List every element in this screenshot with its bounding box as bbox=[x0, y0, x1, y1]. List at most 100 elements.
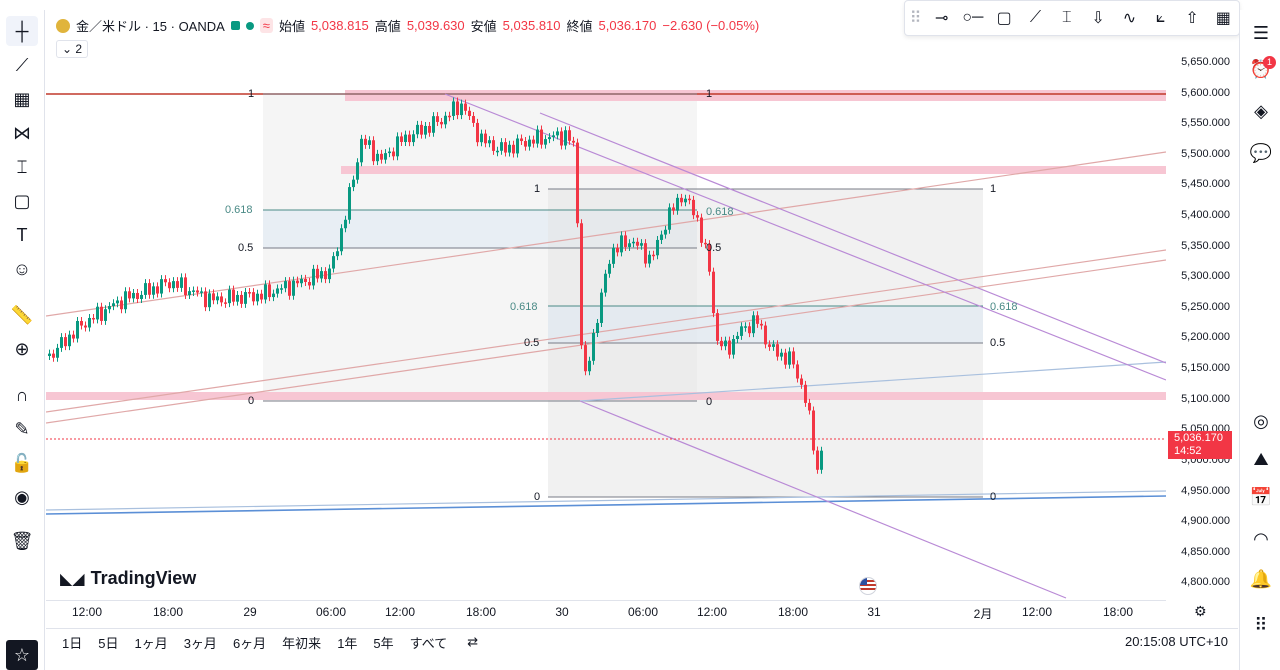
clock[interactable]: 20:15:08 UTC+10 bbox=[1125, 634, 1228, 649]
candle-body bbox=[200, 291, 203, 293]
shape-rectangle-icon[interactable]: ▢ bbox=[13, 190, 31, 211]
fib-c-label-0: 0 bbox=[706, 396, 713, 408]
range-ytd[interactable]: 年初来 bbox=[282, 635, 322, 651]
ideas-icon[interactable]: ⛰ bbox=[1253, 448, 1269, 469]
magnet-icon[interactable]: ∩ bbox=[15, 384, 29, 405]
candle-body bbox=[176, 281, 179, 288]
alarm-clock-icon[interactable]: ⏰ 1 bbox=[1246, 54, 1276, 84]
candle-body bbox=[80, 320, 83, 326]
grid-icon[interactable]: ▦ bbox=[1215, 10, 1231, 27]
range-1y[interactable]: 1年 bbox=[337, 635, 358, 651]
candle-body bbox=[640, 243, 643, 246]
floating-drawing-toolbar: ⠿ ⊸ ○─ ▢ ⟋ ⌶ ⇩ ∿ ⟀ ⇧ ▦ bbox=[904, 0, 1240, 36]
ruler-icon[interactable]: 📏 bbox=[10, 304, 34, 325]
candle-body bbox=[788, 351, 791, 365]
path-icon[interactable]: ∿ bbox=[1122, 10, 1137, 27]
range-5y[interactable]: 5年 bbox=[373, 635, 394, 651]
chat-icon[interactable]: 💬 bbox=[1249, 142, 1273, 163]
goto-date-icon[interactable]: ⇄ bbox=[467, 634, 479, 649]
target-icon[interactable]: ◎ bbox=[1253, 410, 1269, 431]
range-5d[interactable]: 5日 bbox=[98, 635, 119, 651]
time-axis[interactable]: 12:00 18:00 29 06:00 12:00 18:00 30 06:0… bbox=[46, 600, 1166, 623]
candle-body bbox=[460, 103, 463, 116]
text-tool-icon[interactable]: T bbox=[16, 224, 28, 245]
settings-gear-icon[interactable]: ⚙ bbox=[1194, 603, 1207, 619]
open-label: 始値 bbox=[278, 19, 305, 34]
apps-icon[interactable]: ⠿ bbox=[1254, 614, 1268, 635]
brush-icon[interactable]: ⟀ bbox=[1155, 9, 1166, 26]
notification-badge: 1 bbox=[1263, 56, 1276, 69]
range-6m[interactable]: 6ヶ月 bbox=[232, 635, 267, 651]
candle-body bbox=[596, 322, 599, 333]
pattern-icon[interactable]: ⋈ bbox=[13, 122, 31, 143]
trend-line-icon[interactable]: ⟋ bbox=[1029, 9, 1042, 26]
bell-icon[interactable]: 🔔 bbox=[1249, 568, 1273, 589]
fib-b-label-0: 0 bbox=[534, 491, 541, 503]
candle-body bbox=[136, 292, 139, 299]
candle-body bbox=[300, 278, 303, 284]
candle-body bbox=[652, 254, 655, 257]
candle-body bbox=[712, 271, 715, 314]
zoom-in-icon[interactable]: ⊕ bbox=[14, 338, 30, 359]
indicator-count: 2 bbox=[75, 42, 83, 56]
fib-grid-icon[interactable]: ▦ bbox=[13, 88, 31, 109]
stream-icon[interactable]: ◠ bbox=[1253, 528, 1269, 549]
candle-body bbox=[452, 101, 455, 116]
candle-body bbox=[564, 130, 567, 146]
price-axis[interactable]: 5,650.000 5,600.000 5,550.000 5,500.000 … bbox=[1166, 10, 1238, 600]
low-label: 安値 bbox=[470, 19, 497, 34]
symbol-name[interactable]: 金／米ドル · 15 · OANDA bbox=[76, 19, 225, 34]
price-tick: 5,400.000 bbox=[1181, 209, 1230, 221]
candle-body bbox=[396, 136, 399, 157]
rectangle-icon[interactable]: ▢ bbox=[996, 10, 1012, 27]
candle-body bbox=[156, 286, 159, 294]
candle-body bbox=[256, 293, 259, 302]
arrow-down-icon[interactable]: ⇩ bbox=[1091, 10, 1105, 27]
measure-icon[interactable]: ⌶ bbox=[1061, 9, 1072, 26]
price-tick: 4,850.000 bbox=[1181, 546, 1230, 558]
chart-canvas[interactable] bbox=[46, 10, 1166, 600]
candle-body bbox=[796, 364, 799, 379]
range-3m[interactable]: 3ヶ月 bbox=[183, 635, 217, 651]
lock-icon[interactable]: 🔓 bbox=[10, 452, 34, 473]
horizontal-ray-icon[interactable]: ⊸ bbox=[934, 10, 949, 27]
lock-drawing-icon[interactable]: ✎ bbox=[14, 418, 30, 439]
price-tick: 5,450.000 bbox=[1181, 178, 1230, 190]
candle-body bbox=[516, 138, 519, 154]
candle-body bbox=[636, 241, 639, 246]
range-all[interactable]: すべて bbox=[409, 635, 448, 651]
candle-body bbox=[76, 320, 79, 339]
trash-icon[interactable]: 🗑 bbox=[10, 530, 34, 551]
calendar-icon[interactable]: 📅 bbox=[1249, 486, 1273, 507]
candle-body bbox=[760, 323, 763, 326]
candle-body bbox=[208, 293, 211, 308]
open-value: 5,038.815 bbox=[310, 18, 369, 33]
crosshair-icon[interactable]: ┼ bbox=[6, 16, 38, 46]
watchlist-icon[interactable]: ☰ bbox=[1252, 22, 1270, 43]
trend-line-icon[interactable]: ⟋ bbox=[15, 54, 29, 75]
resistance-zone-top bbox=[345, 90, 1166, 101]
candle-body bbox=[128, 291, 131, 299]
us-flag-event-icon[interactable] bbox=[859, 577, 877, 595]
candlestick-series bbox=[48, 97, 823, 474]
indicators-toggle-button[interactable]: ⌄ 2 bbox=[56, 40, 89, 58]
range-1d[interactable]: 1日 bbox=[62, 635, 83, 651]
candle-body bbox=[464, 103, 467, 111]
drag-handle-icon[interactable]: ⠿ bbox=[909, 10, 922, 27]
candle-body bbox=[704, 242, 707, 245]
prediction-icon[interactable]: ⌶ bbox=[16, 156, 28, 177]
last-price-value: 5,036.170 bbox=[1174, 432, 1223, 444]
range-1m[interactable]: 1ヶ月 bbox=[134, 635, 168, 651]
horizontal-line-icon[interactable]: ○─ bbox=[962, 9, 984, 26]
candle-body bbox=[276, 288, 279, 294]
eye-icon[interactable]: ◉ bbox=[14, 486, 30, 507]
candle-body bbox=[728, 340, 731, 355]
candle-body bbox=[572, 140, 575, 143]
arrow-up-icon[interactable]: ⇧ bbox=[1185, 10, 1199, 27]
price-tick: 4,900.000 bbox=[1181, 515, 1230, 527]
star-icon[interactable]: ☆ bbox=[6, 640, 38, 670]
candle-body bbox=[532, 139, 535, 144]
layers-icon[interactable]: ◈ bbox=[1254, 100, 1268, 121]
emoji-icon[interactable]: ☺ bbox=[12, 258, 32, 279]
candle-body bbox=[600, 292, 603, 323]
